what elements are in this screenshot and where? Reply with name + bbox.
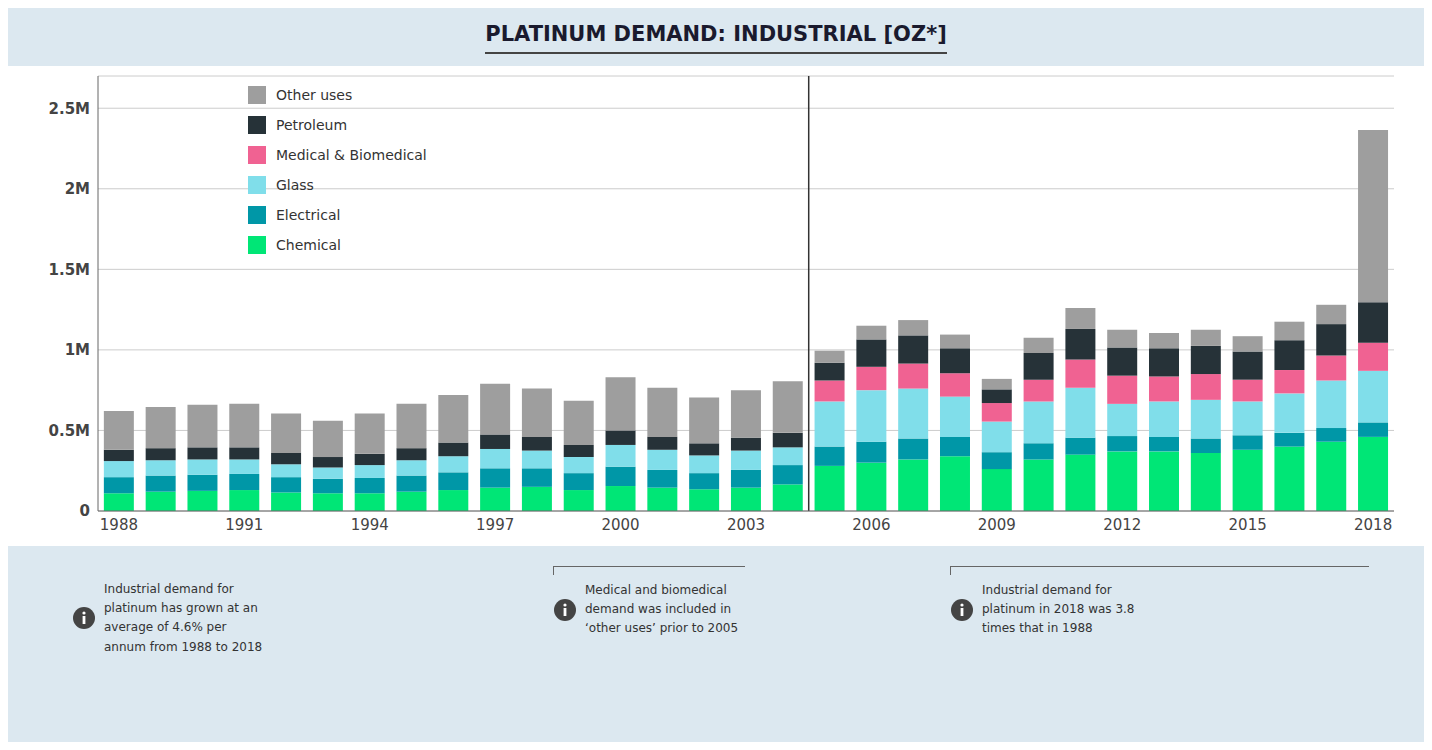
svg-text:1997: 1997: [476, 516, 514, 534]
html-text:Petroleum: Petroleum: [276, 117, 348, 133]
svg-text:2015: 2015: [1229, 516, 1267, 534]
svg-text:2.5M: 2.5M: [49, 100, 91, 118]
html-text:Medical and biomedical demand: Medical and biomedical demand was includ…: [585, 583, 739, 636]
html-text:Industrial demand for platinum: Industrial demand for platinum has grown…: [104, 582, 263, 654]
html-text:Glass: Glass: [276, 177, 314, 193]
svg-text:0.5M: 0.5M: [49, 422, 91, 440]
html-text:Chemical: Chemical: [276, 237, 341, 253]
svg-text:1988: 1988: [100, 516, 138, 534]
svg-text:2009: 2009: [978, 516, 1016, 534]
svg-text:2006: 2006: [852, 516, 890, 534]
svg-text:0: 0: [80, 502, 90, 520]
svg-text:1M: 1M: [65, 341, 90, 359]
svg-text:2M: 2M: [65, 180, 90, 198]
svg-text:2000: 2000: [601, 516, 639, 534]
html-text:PLATINUM DEMAND: INDUSTRIAL [O: PLATINUM DEMAND: INDUSTRIAL [OZ*]: [485, 22, 947, 46]
svg-text:1991: 1991: [225, 516, 263, 534]
svg-text:2003: 2003: [727, 516, 765, 534]
html-text:Medical & Biomedical: Medical & Biomedical: [276, 147, 427, 163]
svg-text:1994: 1994: [351, 516, 389, 534]
svg-text:2012: 2012: [1103, 516, 1141, 534]
html-text:Electrical: Electrical: [276, 207, 341, 223]
html-text:Industrial demand for platinum: Industrial demand for platinum in 2018 w…: [982, 583, 1135, 636]
html-text:Other uses: Other uses: [276, 87, 353, 103]
svg-text:2018: 2018: [1354, 516, 1392, 534]
svg-text:1.5M: 1.5M: [49, 261, 91, 279]
